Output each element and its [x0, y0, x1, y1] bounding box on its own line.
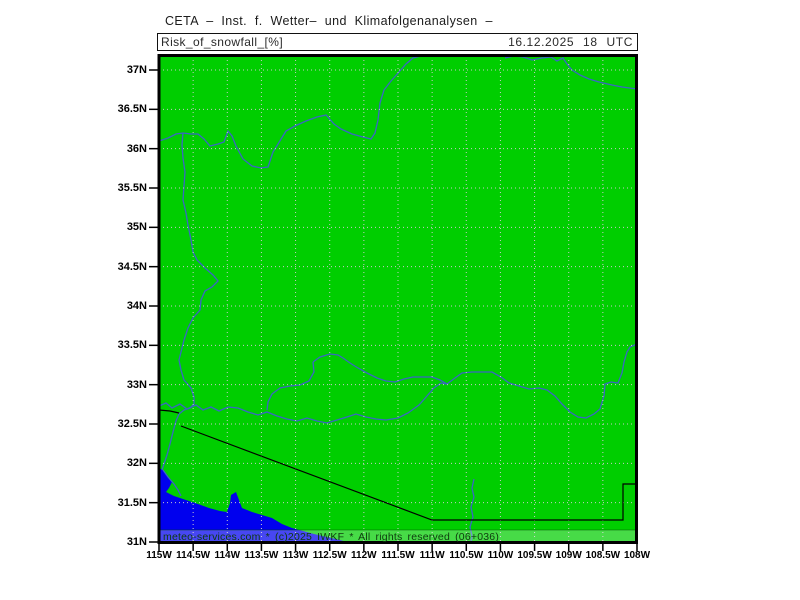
y-axis-label: 35.5N [117, 181, 147, 194]
x-axis-label: 112.5W [312, 550, 347, 561]
river-san-juan [504, 55, 637, 90]
x-axis-label: 113.5W [244, 550, 279, 561]
x-axis-label: 114.5W [176, 550, 211, 561]
axis-ticks [149, 69, 638, 551]
y-axis-label: 33.5N [117, 339, 147, 352]
sea-region [159, 468, 351, 543]
x-axis-label: 108.5W [585, 550, 621, 561]
y-axis-label: 33N [126, 378, 147, 391]
variable-label: Risk_of_snowfall_[%] [161, 35, 284, 49]
x-axis-label: 109.5W [517, 550, 552, 561]
x-axis-label: 113W [282, 550, 309, 561]
x-axis-label: 109W [555, 550, 582, 561]
river-delta-channel [162, 469, 182, 497]
x-axis-label: 112W [351, 550, 377, 561]
x-axis-label: 110.5W [449, 550, 484, 561]
y-axis-label: 35N [126, 221, 147, 234]
figure-title: CETA – Inst. f. Wetter– und Klimafolgena… [165, 14, 493, 28]
x-axis-label: 111W [419, 550, 445, 561]
x-axis-label: 108W [623, 550, 651, 561]
border-arizona-mexico [180, 425, 637, 521]
x-axis-label: 110W [487, 550, 514, 561]
y-axis-label: 36.5N [117, 103, 147, 116]
border-california-mexico [159, 409, 180, 414]
y-axis-label: 34.5N [117, 260, 147, 273]
y-axis-label: 36N [126, 142, 147, 155]
datetime-label: 16.12.2025 18 UTC [508, 35, 633, 49]
x-axis-label: 111.5W [381, 550, 415, 561]
y-axis-label: 31.5N [117, 496, 147, 509]
river-salt-hook [266, 361, 315, 411]
y-axis-label: 34N [126, 299, 147, 312]
copyright-text: meteo-services.com * (c)2025 IWKF * All … [163, 531, 500, 543]
x-axis-label: 115W [146, 550, 172, 561]
river-salt-gila-east [312, 343, 637, 419]
footer-bar [159, 530, 637, 543]
x-axis-label: 114W [214, 550, 241, 561]
river-gila-west [159, 382, 448, 424]
river-colorado-north [159, 55, 422, 169]
river-san-francisco [469, 478, 475, 543]
gridlines [159, 56, 637, 543]
y-axis-label: 32N [126, 457, 147, 470]
y-axis-label: 37N [126, 64, 147, 76]
header-box: Risk_of_snowfall_[%] 16.12.2025 18 UTC [157, 33, 638, 51]
river-colorado-west [161, 132, 219, 471]
y-axis-label: 31N [126, 535, 147, 548]
map-frame [157, 54, 638, 544]
y-axis-label: 32.5N [117, 417, 147, 430]
